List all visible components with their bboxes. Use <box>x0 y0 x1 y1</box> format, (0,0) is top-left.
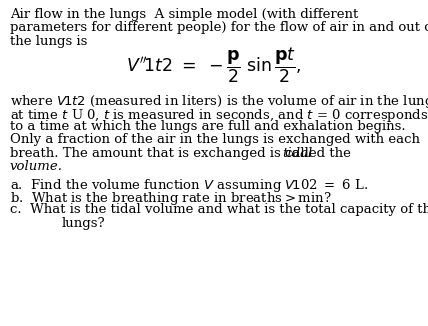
Text: lungs?: lungs? <box>62 217 106 230</box>
Text: tidal: tidal <box>282 147 312 160</box>
Text: a.  Find the volume function $V$ assuming $V\!1$02 $=$ 6 L.: a. Find the volume function $V$ assuming… <box>10 176 369 194</box>
Text: volume.: volume. <box>10 160 63 173</box>
Text: b.  What is the breathing rate in breaths$>$min?: b. What is the breathing rate in breaths… <box>10 190 332 207</box>
Text: to a time at which the lungs are full and exhalation begins.: to a time at which the lungs are full an… <box>10 120 406 133</box>
Text: at time $t$ U 0, $t$ is measured in seconds, and $t$ = 0 corresponds: at time $t$ U 0, $t$ is measured in seco… <box>10 107 428 124</box>
Text: c.  What is the tidal volume and what is the total capacity of the: c. What is the tidal volume and what is … <box>10 203 428 216</box>
Text: Air flow in the lungs  A simple model (with different: Air flow in the lungs A simple model (wi… <box>10 8 358 21</box>
Text: Only a fraction of the air in the lungs is exchanged with each: Only a fraction of the air in the lungs … <box>10 134 420 146</box>
Text: parameters for different people) for the flow of air in and out of: parameters for different people) for the… <box>10 22 428 35</box>
Text: where $V\!1t2$ (measured in liters) is the volume of air in the lungs: where $V\!1t2$ (measured in liters) is t… <box>10 93 428 110</box>
Text: breath. The amount that is exchanged is called the: breath. The amount that is exchanged is … <box>10 147 355 160</box>
Text: $V^{\prime\prime}\!1t2\ =\ -\dfrac{\mathbf{p}}{2}\ \sin\dfrac{\mathbf{p}t}{2},$: $V^{\prime\prime}\!1t2\ =\ -\dfrac{\math… <box>126 45 302 85</box>
Text: the lungs is: the lungs is <box>10 35 87 48</box>
